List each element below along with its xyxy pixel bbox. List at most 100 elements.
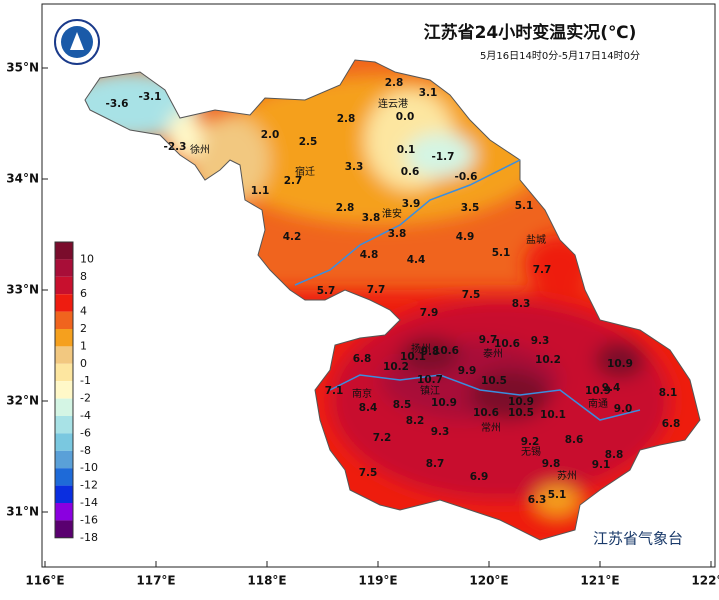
station-value: 10.7 [417,374,443,386]
legend-label: -12 [80,479,98,492]
lat-tick-label: 34°N [6,172,39,186]
lat-tick-label: 35°N [6,61,39,75]
legend-label: 4 [80,305,87,318]
city-name: 连云港 [378,97,408,110]
legend-label: -16 [80,513,98,526]
station-value: 0.0 [396,111,415,123]
station-value: 10.2 [383,361,409,373]
station-value: 5.1 [515,200,534,212]
legend-label: -18 [80,531,98,544]
city-name: 盐城 [526,233,546,246]
station-value: 10.9 [607,358,633,370]
station-value: 3.5 [461,202,480,214]
city-name: 泰州 [483,347,503,360]
station-value: 9.8 [542,458,561,470]
station-value: 9.4 [602,382,621,394]
station-value: 7.7 [533,264,552,276]
station-value: 8.6 [565,434,584,446]
station-value: 6.8 [353,353,372,365]
lat-tick-label: 31°N [6,505,39,519]
station-value: 8.3 [512,298,531,310]
station-value: -0.6 [455,171,478,183]
legend-swatch [55,468,73,486]
station-value: 3.1 [419,87,438,99]
legend-swatch [55,433,73,451]
city-name: 徐州 [190,143,210,156]
station-value: 4.4 [407,254,426,266]
station-value: 7.7 [367,284,386,296]
lat-tick-label: 32°N [6,394,39,408]
station-value: 10.1 [540,409,566,421]
station-value: 2.7 [284,175,303,187]
lon-tick-label: 121°E [580,574,619,588]
legend-swatch [55,363,73,382]
lat-tick-label: 33°N [6,283,39,297]
station-value: 9.3 [431,426,450,438]
legend-swatch [55,520,73,538]
station-value: 9.8 [421,346,440,358]
station-value: 5.7 [317,285,336,297]
station-value: 9.2 [521,436,540,448]
legend-label: -8 [80,444,91,457]
city-name: 宿迁 [295,165,315,178]
station-value: -1.7 [432,151,455,163]
station-value: 9.9 [458,365,477,377]
station-value: 4.8 [360,249,379,261]
legend-label: 6 [80,287,87,300]
lon-tick-label: 119°E [358,574,397,588]
legend-label: 8 [80,270,87,283]
legend-swatch [55,242,73,260]
city-name: 南京 [352,387,372,400]
lon-tick-label: 122°E [691,574,719,588]
station-value: 7.1 [325,385,344,397]
lon-tick-label: 118°E [247,574,286,588]
station-value: -3.6 [106,98,129,110]
station-value: 8.7 [426,458,445,470]
station-value: 9.1 [592,459,611,471]
station-value: 7.9 [420,307,439,319]
station-value: 8.8 [605,449,624,461]
city-name: 镇江 [420,384,440,397]
city-name: 常州 [481,421,501,434]
station-value: 8.5 [393,399,412,411]
footer: 江苏省气象台 [593,530,683,548]
legend-label: -4 [80,409,91,422]
station-value: 10.9 [585,385,611,397]
station-value: 5.1 [492,247,511,259]
station-value: 10.6 [494,338,520,350]
station-value: 5.1 [548,489,567,501]
station-value: -2.3 [164,141,187,153]
station-value: 3.9 [402,198,421,210]
station-value: 8.2 [406,415,425,427]
legend-label: 0 [80,357,87,370]
legend-swatch [55,346,73,364]
station-value: 7.5 [359,467,378,479]
station-value: 10.5 [481,375,507,387]
subtitle: 5月16日14时0分-5月17日14时0分 [480,50,640,62]
legend-swatch [55,294,73,312]
lon-tick-label: 120°E [469,574,508,588]
legend-swatch [55,450,73,469]
logo [54,19,100,65]
station-value: 10.9 [431,397,457,409]
station-value: 10.5 [508,407,534,419]
station-value: 0.1 [397,144,416,156]
station-value: 3.8 [362,212,381,224]
station-value: 2.8 [385,77,404,89]
station-value: 2.0 [261,129,280,141]
legend-swatch [55,381,73,399]
station-value: 8.4 [359,402,378,414]
station-value: 9.0 [614,403,633,415]
legend-label: -6 [80,426,91,439]
legend-label: 2 [80,322,87,335]
city-name: 南通 [588,397,608,410]
station-value: 10.2 [535,354,561,366]
map-layers: 116°E 117°E 118°E 119°E 120°E 121°E 122°E 31°N 3… [6,61,719,588]
legend-swatch [55,503,73,521]
legend-label: 10 [80,252,94,265]
legend-swatch [55,259,73,277]
station-value: 3.8 [388,228,407,240]
station-value: 2.8 [336,202,355,214]
legend-swatch [55,329,73,347]
